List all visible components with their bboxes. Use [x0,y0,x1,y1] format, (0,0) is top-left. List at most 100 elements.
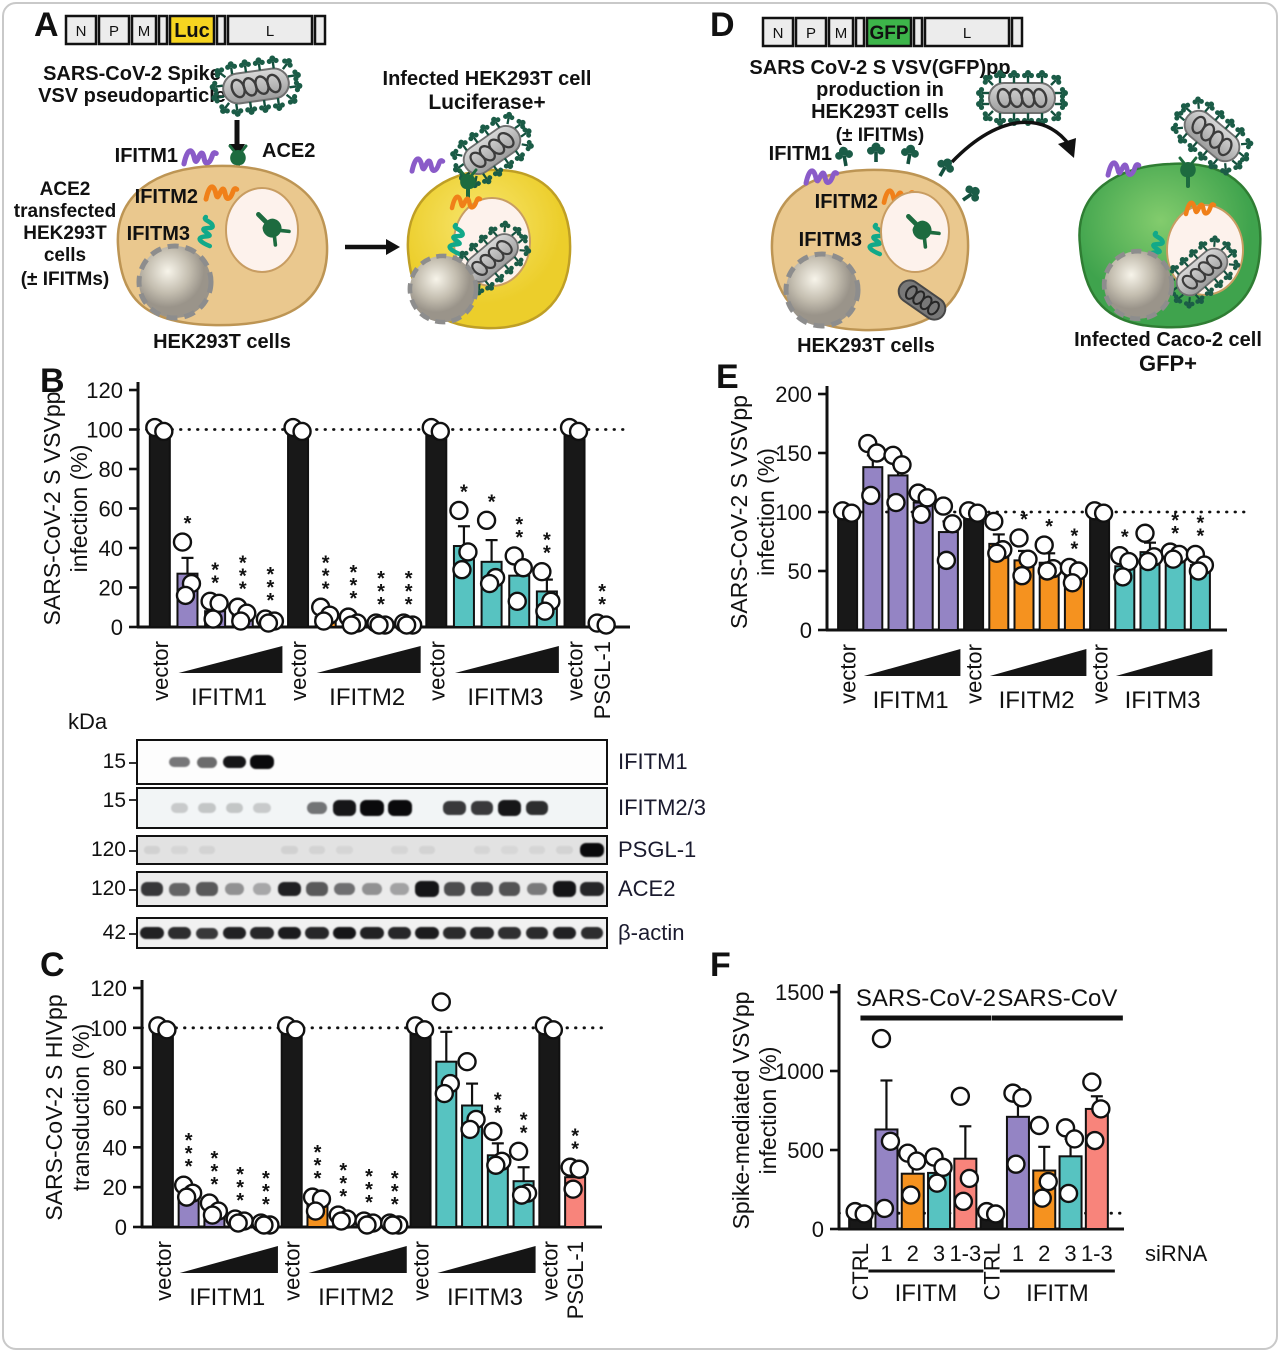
blot-band [224,883,245,895]
data-point [1034,535,1054,555]
data-point [568,421,589,442]
x-label-vector: vector [151,1241,176,1301]
sig-star: * [236,1190,244,1212]
data-point [569,1159,589,1179]
data-point [172,532,193,552]
data-point [953,1191,974,1212]
sig-star: * [1071,538,1079,560]
data-point [457,1051,477,1072]
blot-band [222,927,247,939]
blot-band [253,802,271,814]
blot-band [362,883,382,895]
data-point [917,488,937,508]
x-label-vector: vector [286,641,311,701]
blot-strip-3 [136,835,608,865]
svg-text:Luc: Luc [174,20,210,42]
data-point [483,1121,503,1142]
blot-protein-label: ACE2 [618,876,676,901]
data-point [508,1141,529,1162]
ifitm2-label-d: IFITM2 [815,191,878,213]
sig-star: * [314,1168,322,1190]
sig-star: * [520,1122,528,1144]
y-tick-label: 150 [775,441,812,466]
x-label-vector: vector [563,641,588,701]
sig-star: * [185,1143,193,1165]
data-point [841,503,862,523]
data-point [1012,1088,1032,1108]
sig-star: * [571,1125,579,1147]
panel-label-b: B [40,362,65,400]
sig-star: * [267,590,275,612]
y-tick-label: 100 [86,418,123,443]
dose-ramp-icon [437,1246,536,1273]
bar [563,428,586,628]
blot-band [498,927,521,939]
data-point [871,1028,892,1049]
blot-band [308,845,326,855]
sig-star: * [236,1164,244,1186]
left-caption: ACE2 [40,179,91,200]
caco2-caption: Infected Caco-2 cell [1074,329,1262,351]
y-tick-label: 1500 [775,980,824,1005]
data-point [430,421,450,442]
bar [963,511,985,631]
hek293t-caption-d: HEK293T cells [797,335,935,357]
sig-star: * [488,491,496,513]
svg-text:VSV pseudoparticle: VSV pseudoparticle [38,85,226,107]
y-axis-title: SARS-CoV-2 S HIVpp [41,994,67,1220]
y-tick-label: 60 [99,497,123,522]
blot-band [168,927,191,939]
sig-star: * [239,552,247,574]
y-tick-label: 0 [115,1215,127,1240]
data-point [452,560,472,580]
data-point [228,1213,248,1233]
group-label-ifitm2: IFITM2 [999,687,1075,714]
blot-band [305,927,329,939]
data-point [967,503,988,523]
kda-label: 120 [90,877,126,900]
data-point [331,1211,351,1231]
hek293t-cell-shape [116,164,329,327]
x-label-sirna: 1 [1012,1241,1024,1266]
data-point [927,1173,947,1193]
chart-panel-c: 0 20 40 60 80 100 120 SARS-CoV-2 S HIVpp transdu… [38,958,678,1350]
data-point [1006,1154,1026,1174]
blot-band [334,882,355,896]
dose-ramp-icon [989,649,1087,676]
data-point [886,492,906,513]
blot-band [552,927,577,939]
ifitm3-squiggle-icon [199,217,215,247]
sig-star: * [405,594,413,616]
y-tick-label: 120 [90,976,127,1001]
dose-ramp-icon [179,1246,278,1273]
blot-band [195,927,219,939]
y-tick-label: 60 [103,1096,127,1121]
western-blots: kDa 15 IFITM1 15 IFITM2/3 120 PSGL-1 120 ACE2 42… [60,709,706,963]
x-label-vector: vector [836,644,861,704]
sig-star: * [262,1168,270,1190]
sig-star: * [1197,525,1205,547]
data-point [1038,1171,1058,1192]
data-point [176,1187,197,1207]
producer-cell-shape [770,168,970,332]
blot-protein-label: IFITM2/3 [618,795,707,820]
data-point [596,615,616,635]
data-point [209,593,229,614]
data-point [907,1151,927,1171]
svg-text:L: L [266,23,274,40]
sig-star: * [365,1192,373,1214]
sig-star: * [543,530,551,552]
blot-band [332,800,357,816]
group-label-ifitm: IFITM [895,1280,958,1307]
data-point [874,1198,895,1219]
endocytosed-virus-icon [444,212,540,304]
sig-star: * [322,565,330,587]
sig-star: * [185,1156,193,1178]
x-label-sirna: 1 [880,1241,892,1266]
svg-text:HEK293T cells: HEK293T cells [811,101,949,123]
vsv-pseudoparticle-icon [207,52,306,120]
sig-star: * [377,581,385,603]
blot-band [222,755,247,769]
y-tick-label: 100 [90,1016,127,1041]
infected-cell-title: Infected HEK293T cell [383,68,592,90]
